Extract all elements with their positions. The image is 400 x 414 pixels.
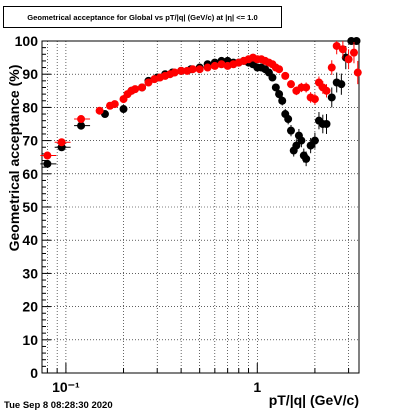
black-series-point: [352, 37, 361, 45]
red-series-point: [344, 55, 353, 64]
black-series-point: [337, 80, 346, 89]
red-series-point: [77, 115, 86, 124]
red-series-point: [210, 61, 219, 70]
red-series-point: [217, 60, 226, 69]
grid-layer: [42, 40, 359, 374]
y-axis-label: Geometrical acceptance (%): [6, 65, 22, 252]
red-series-point: [57, 138, 66, 147]
red-series-point: [195, 65, 204, 74]
red-series-point: [302, 83, 311, 92]
y-tick-label: 30: [22, 265, 38, 281]
red-series-point: [338, 45, 347, 54]
black-series-point: [292, 141, 301, 150]
red-series-point: [332, 41, 341, 50]
y-tick-label: 90: [22, 66, 38, 82]
red-series-point: [43, 151, 52, 160]
black-series-point: [43, 159, 52, 168]
black-series-point: [268, 73, 277, 82]
y-tick-label: 50: [22, 199, 38, 215]
red-series-point: [170, 68, 179, 77]
y-tick-label: 60: [22, 166, 38, 182]
red-series-point: [203, 63, 212, 72]
red-series-point: [110, 100, 119, 109]
axes-layer: 0 10 20 30 40 50 60 70 80 90 100 10⁻¹ 1: [15, 33, 360, 395]
black-series-point: [322, 120, 331, 128]
chart-title: Geometrical acceptance for Global vs pT/…: [3, 6, 282, 28]
red-series-point: [131, 85, 140, 94]
red-series-point: [353, 68, 362, 77]
black-series-point: [284, 115, 293, 124]
black-series-point: [275, 90, 284, 99]
black-series-point: [297, 136, 306, 145]
red-series-point: [322, 86, 331, 95]
red-series-point: [95, 106, 104, 115]
y-tick-label: 100: [15, 33, 39, 49]
x-tick-label: 10⁻¹: [52, 379, 80, 395]
black-series-point: [119, 105, 128, 114]
points-layer: [40, 37, 362, 168]
black-series-point: [286, 126, 295, 135]
black-series-point: [278, 96, 287, 105]
x-tick-label: 1: [253, 379, 261, 395]
black-series-point: [77, 121, 86, 130]
red-series-point: [327, 63, 336, 72]
black-series-point: [302, 154, 311, 163]
black-series-point: [327, 93, 336, 102]
black-series-point: [310, 136, 319, 145]
x-axis-label: pT/|q| (GeV/c): [269, 392, 359, 408]
y-tick-label: 70: [22, 133, 38, 149]
red-series-point: [177, 66, 186, 75]
red-series-point: [188, 65, 197, 74]
red-series-point: [349, 48, 358, 57]
red-series-point: [310, 95, 319, 104]
red-series-point: [138, 83, 147, 92]
y-tick-label: 10: [22, 332, 38, 348]
black-series-point: [271, 83, 280, 92]
y-tick-label: 80: [22, 99, 38, 115]
plot-frame: [41, 40, 360, 374]
timestamp: Tue Sep 8 08:28:30 2020: [4, 400, 113, 411]
y-tick-label: 0: [30, 365, 38, 381]
y-tick-label: 20: [22, 299, 38, 315]
red-series-point: [281, 71, 290, 80]
red-series-point: [144, 78, 153, 87]
red-series-point: [275, 65, 284, 74]
y-tick-label: 40: [22, 232, 38, 248]
red-series-point: [286, 80, 295, 89]
